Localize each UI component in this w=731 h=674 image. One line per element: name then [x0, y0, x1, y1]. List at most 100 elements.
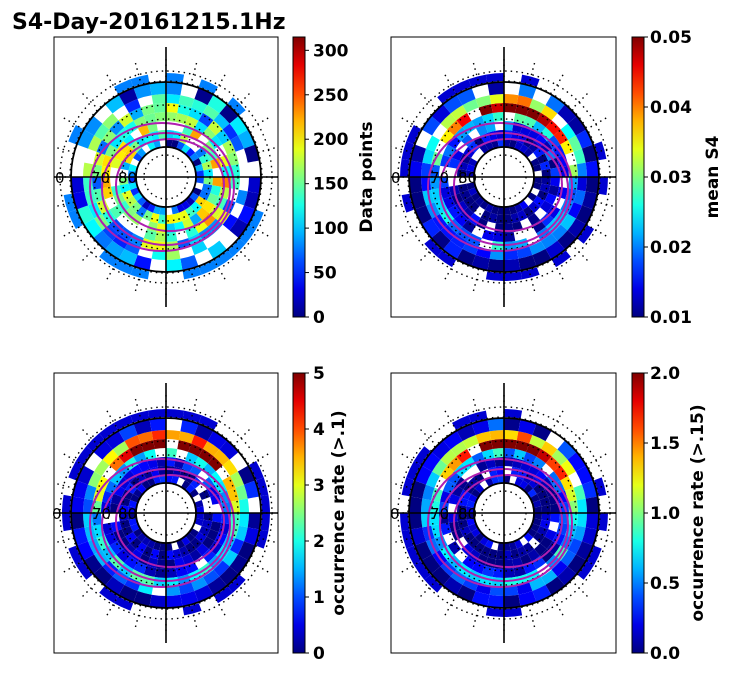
- heatmap-cell: [76, 129, 95, 149]
- heatmap-cell: [442, 196, 456, 210]
- heatmap-cell: [532, 423, 552, 442]
- heatmap-cell: [118, 584, 138, 603]
- heatmap-cell: [541, 233, 558, 249]
- heatmap-cell: [560, 550, 576, 567]
- heatmap-cell: [171, 475, 179, 485]
- heatmap-cell: [154, 232, 166, 242]
- heatmap-cell: [153, 577, 166, 588]
- heatmap-cell: [149, 417, 166, 432]
- heatmap-cell: [84, 484, 97, 501]
- heatmap-cell: [201, 160, 213, 171]
- heatmap-cell: [124, 99, 141, 113]
- heatmap-cell: [530, 494, 540, 503]
- heatmap-cell: [504, 568, 516, 578]
- heatmap-cell: [598, 177, 608, 196]
- heatmap-cell: [471, 561, 485, 575]
- heatmap-cell: [196, 207, 209, 220]
- heatmap-cell: [157, 550, 166, 561]
- heatmap-cell: [104, 240, 125, 260]
- heatmap-cell: [198, 526, 211, 537]
- heatmap-cell: [208, 205, 223, 219]
- heatmap-cell: [133, 255, 152, 271]
- heatmap-cell: [191, 99, 208, 113]
- heatmap-cell: [468, 494, 478, 503]
- heatmap-cell: [104, 576, 125, 596]
- heatmap-cell: [222, 476, 236, 491]
- heatmap-cell: [88, 135, 102, 152]
- heatmap-cell: [447, 218, 463, 234]
- heatmap-cell: [567, 218, 587, 239]
- colorbar-label: Data points: [357, 121, 377, 232]
- heatmap-cell: [238, 513, 249, 528]
- heatmap-cell: [523, 206, 535, 218]
- heatmap-cell: [426, 135, 440, 152]
- heatmap-cell: [192, 158, 202, 167]
- colorbar-gradient: [292, 36, 306, 318]
- heatmap-cell: [202, 463, 216, 477]
- heatmap-cell: [530, 158, 540, 167]
- heatmap-cell: [207, 240, 228, 260]
- heatmap-cell: [456, 513, 467, 522]
- heatmap-cell: [147, 409, 166, 419]
- heatmap-cell: [533, 506, 542, 513]
- heatmap-cell: [462, 99, 479, 113]
- heatmap-cell: [227, 574, 246, 593]
- heatmap-cell: [414, 465, 433, 485]
- heatmap-cell: [539, 183, 551, 194]
- heatmap-cell: [153, 541, 161, 551]
- heatmap-cell: [123, 470, 136, 483]
- heatmap-cell: [431, 566, 451, 586]
- heatmap-cell: [133, 419, 152, 435]
- heatmap-cell: [96, 476, 110, 491]
- auroral-oval-contour: [453, 138, 563, 232]
- heatmap-cell: [429, 500, 440, 513]
- heatmap-cell: [124, 435, 141, 449]
- heatmap-cell: [179, 209, 190, 222]
- heatmap-cell: [439, 129, 455, 145]
- heatmap-cell: [466, 500, 476, 508]
- heatmap-cell: [534, 543, 547, 556]
- heatmap-cell: [194, 120, 208, 135]
- lat-labels: 0 70 80: [55, 169, 137, 187]
- heatmap-cell: [159, 542, 166, 551]
- heatmap-cell: [172, 548, 183, 560]
- heatmap-cell: [491, 577, 504, 588]
- panel-occurrence-rate-0-15: 0 70 80 0.0 0.5 1.0 1.5 2.0 occurrence rate …: [390, 364, 708, 664]
- heatmap-cell: [102, 490, 114, 504]
- heatmap-cell: [504, 271, 523, 281]
- heatmap-cell: [191, 241, 208, 255]
- colorbar-gradient: [631, 372, 645, 654]
- heatmap-cell: [401, 193, 414, 213]
- heatmap-cell: [202, 127, 216, 141]
- heatmap-cell: [504, 430, 519, 441]
- heatmap-cell: [489, 94, 504, 105]
- heatmap-cell: [408, 513, 423, 530]
- heatmap-cell: [545, 94, 566, 114]
- heatmap-cell: [536, 448, 552, 464]
- heatmap-cell: [203, 177, 214, 186]
- colorbar-tick-label: 0.0: [650, 644, 680, 664]
- heatmap-cell: [456, 448, 472, 464]
- heatmap-cell: [456, 87, 476, 106]
- heatmap-cell: [256, 477, 269, 497]
- heatmap-cell: [539, 496, 551, 507]
- heatmap-cell: [545, 240, 566, 260]
- heatmap-cell: [456, 112, 472, 128]
- heatmap-cell: [129, 443, 144, 457]
- heatmap-cell: [149, 81, 166, 96]
- heatmap-cell: [545, 218, 561, 234]
- colorbar-tick-label: 250: [313, 86, 349, 106]
- heatmap-cell: [560, 140, 574, 155]
- heatmap-cell: [421, 554, 441, 575]
- heatmap-cell: [491, 102, 504, 113]
- heatmap-cell: [118, 513, 129, 522]
- heatmap-cell: [83, 115, 103, 136]
- heatmap-cell: [237, 129, 256, 149]
- heatmap-cell: [213, 449, 230, 466]
- heatmap-cell: [130, 410, 150, 423]
- lat-label-80: 80: [118, 169, 137, 187]
- heatmap-cell: [166, 249, 181, 260]
- colorbar-tick-label: 0.03: [650, 168, 692, 188]
- heatmap-cell: [546, 541, 561, 555]
- heatmap-cell: [180, 419, 199, 435]
